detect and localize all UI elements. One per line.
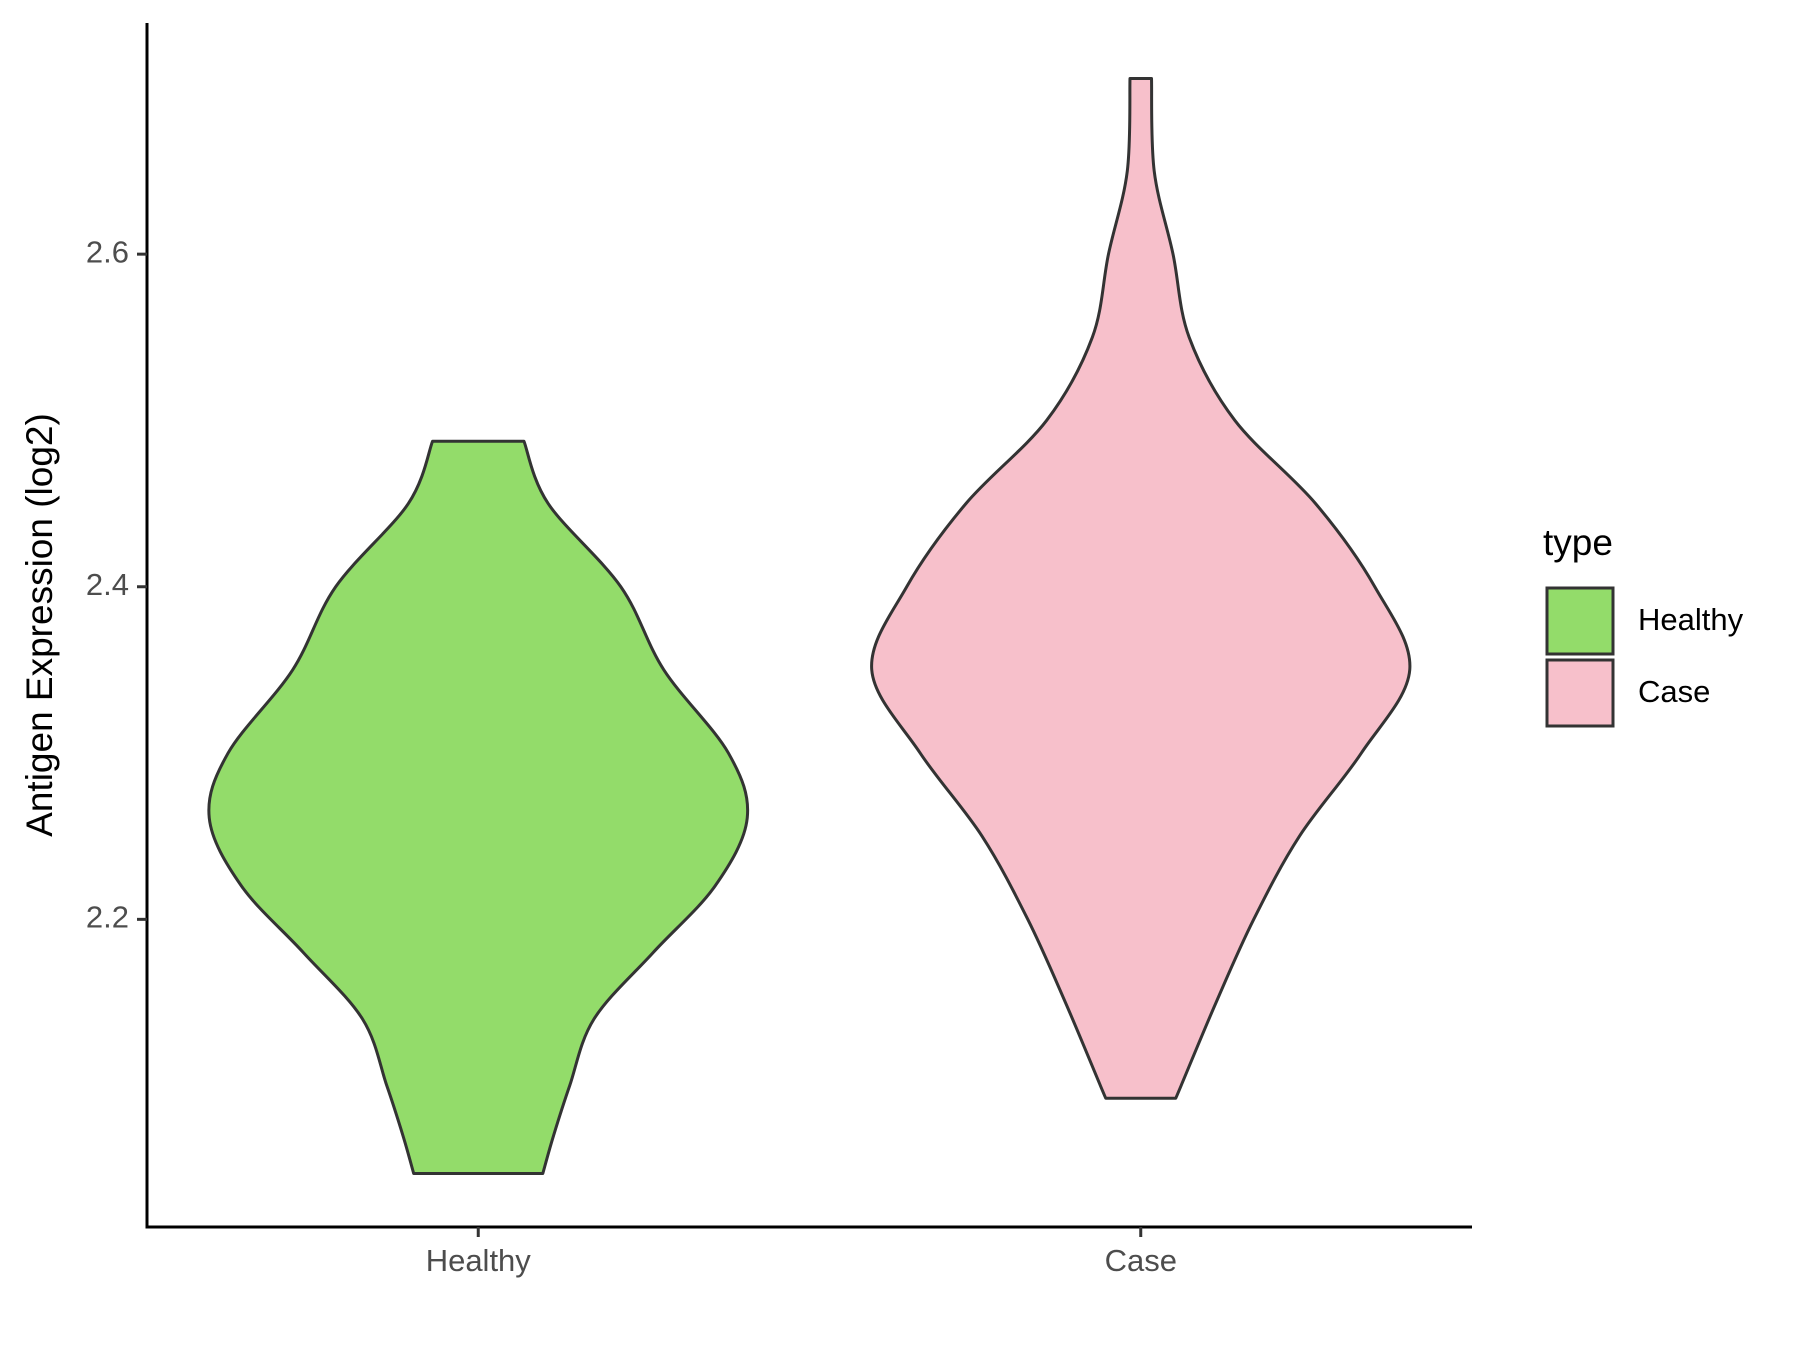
violin — [870, 77, 1412, 1100]
y-tick-label: 2.4 — [86, 567, 129, 602]
legend-key — [1545, 658, 1615, 728]
legend-key — [1545, 586, 1615, 656]
y-tick-label: 2.6 — [86, 234, 129, 269]
y-axis-label: Antigen Expression (log2) — [19, 413, 60, 837]
x-tick-label: Healthy — [426, 1243, 532, 1278]
legend-label: Healthy — [1638, 602, 1744, 637]
legend-title: type — [1543, 522, 1613, 563]
legend-label: Case — [1638, 674, 1710, 709]
y-tick-label: 2.2 — [86, 900, 129, 935]
violin — [207, 439, 750, 1175]
x-tick-label: Case — [1105, 1243, 1177, 1278]
